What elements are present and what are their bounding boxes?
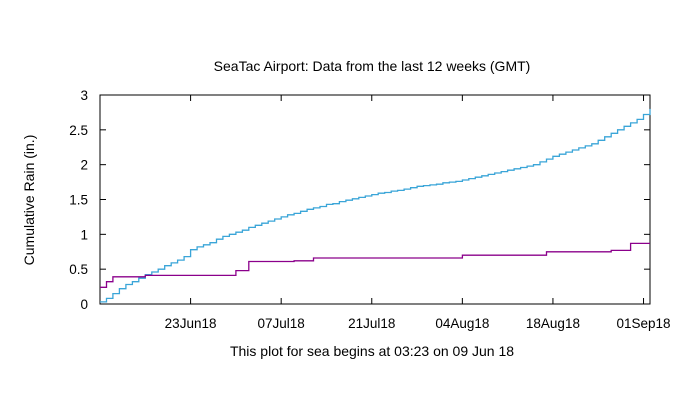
- x-tick-label: 18Aug18: [526, 316, 580, 331]
- series-layer: [100, 108, 651, 303]
- y-tick-label: 2: [80, 158, 88, 173]
- x-tick-label: 21Jul18: [348, 316, 395, 331]
- y-tick-label: 0.5: [69, 262, 88, 277]
- x-tick-label: 01Sep18: [616, 316, 670, 331]
- chart-title: SeaTac Airport: Data from the last 12 we…: [214, 58, 531, 74]
- x-axis-label: This plot for sea begins at 03:23 on 09 …: [230, 343, 514, 359]
- y-tick-label: 3: [80, 88, 88, 103]
- x-tick-label: 23Jun18: [165, 316, 217, 331]
- y-tick-label: 0: [80, 297, 88, 312]
- y-tick-label: 1: [80, 227, 88, 242]
- x-tick-label: 07Jul18: [258, 316, 305, 331]
- y-tick-label: 2.5: [69, 123, 88, 138]
- plot-frame: [99, 94, 651, 305]
- axis-ticks: 0 0.5 1 1.5 2 2.5 3 23Jun18 07Jul18 21Jul18 04Aug1…: [69, 88, 670, 331]
- y-axis-label: Cumulative Rain (in.): [21, 135, 37, 266]
- series-line-2: [100, 242, 650, 288]
- series-line-1: [100, 108, 651, 303]
- y-tick-label: 1.5: [69, 193, 88, 208]
- x-tick-label: 04Aug18: [435, 316, 489, 331]
